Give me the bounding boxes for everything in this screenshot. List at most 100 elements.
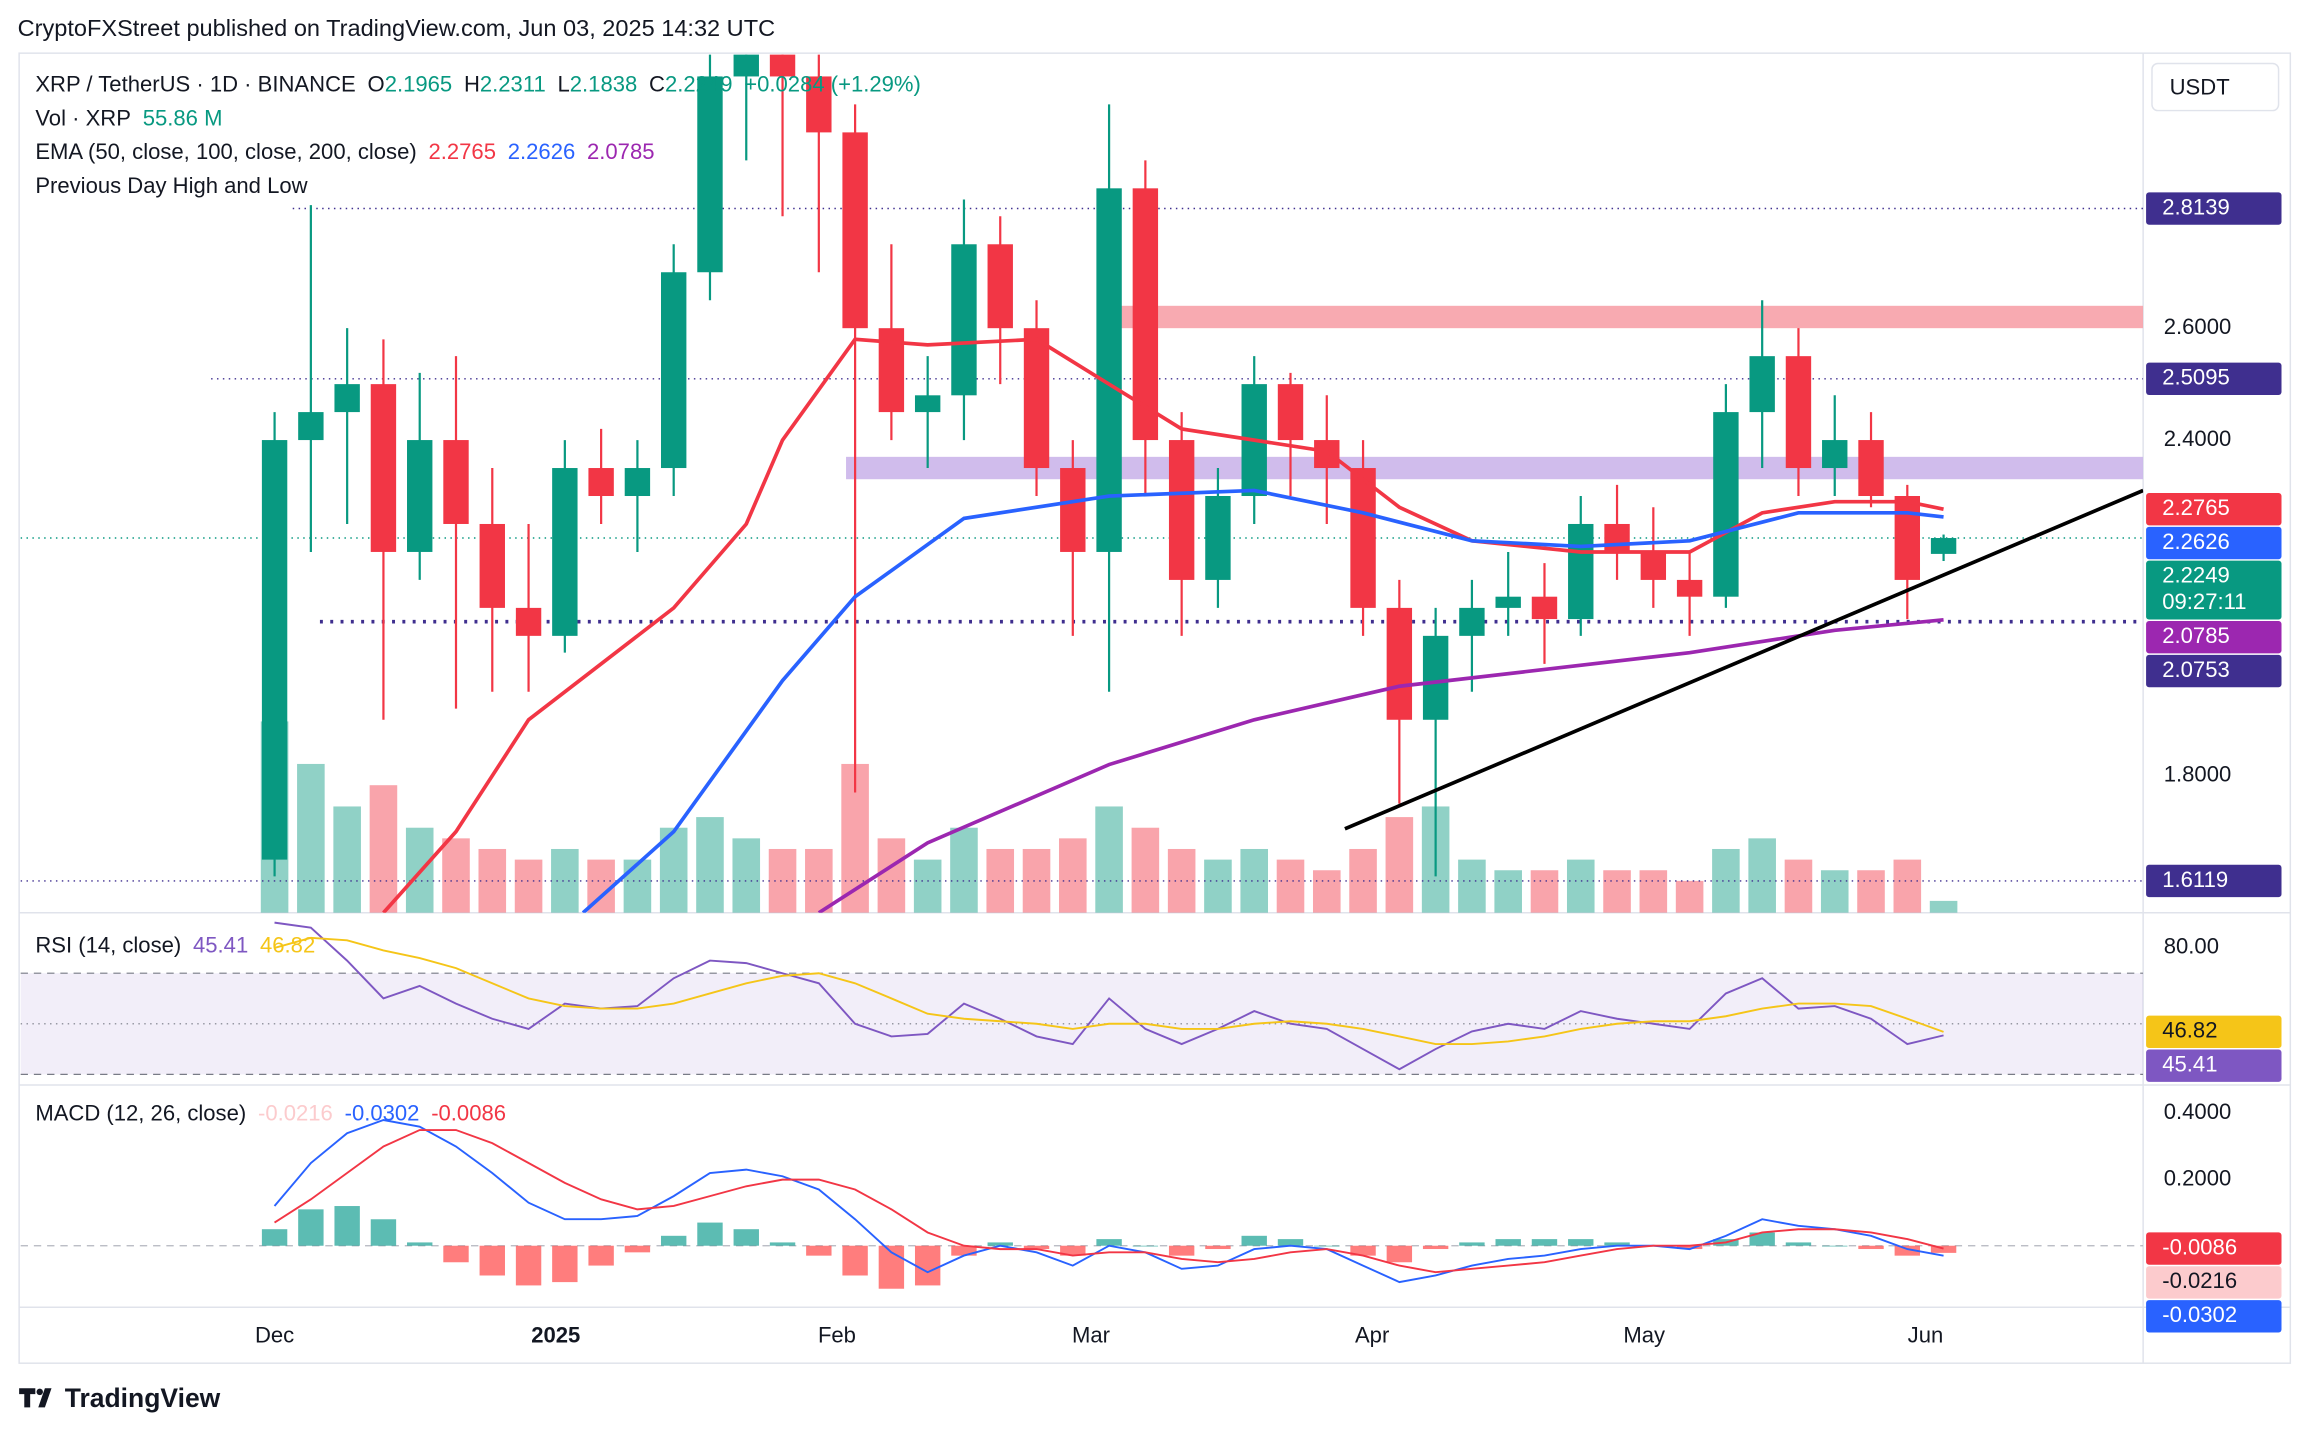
price-label: -0.0086 xyxy=(2162,1234,2237,1259)
price-label: -0.0302 xyxy=(2162,1302,2237,1327)
volume-bar xyxy=(1059,838,1087,913)
price-label-box xyxy=(2146,1266,2282,1299)
volume-bar xyxy=(623,859,652,913)
macd-histogram-bar xyxy=(1060,1245,1086,1256)
legend-row: EMA (50, close, 100, close, 200, close) 2… xyxy=(35,139,654,164)
candle-body xyxy=(1132,188,1159,441)
candle-body xyxy=(660,272,687,469)
volume-bar xyxy=(913,859,942,913)
macd-histogram-bar xyxy=(370,1219,397,1246)
volume-bar xyxy=(950,827,978,913)
rsi-title: RSI (14, close) xyxy=(35,932,181,957)
candle-body xyxy=(1640,551,1667,580)
volume-bar xyxy=(1131,827,1160,913)
price-label-box xyxy=(2146,1300,2282,1333)
candle-body xyxy=(1060,468,1086,552)
price-label: 2.8139 xyxy=(2162,194,2229,219)
macd-histogram-bar xyxy=(1168,1245,1195,1256)
volume-bar xyxy=(1748,838,1776,913)
brand: TradingView xyxy=(65,1383,221,1413)
ema-line xyxy=(581,488,1944,913)
y-tick-label: 2.4000 xyxy=(2164,426,2231,451)
volume-bar xyxy=(1494,870,1522,913)
price-label: 46.82 xyxy=(2162,1018,2217,1043)
volume-bar xyxy=(369,785,398,913)
x-tick-label: Apr xyxy=(1355,1323,1389,1348)
price-label-box xyxy=(2146,654,2282,688)
y-tick-label: 80.00 xyxy=(2164,934,2219,959)
legend-row: XRP / TetherUS · 1D · BINANCE O2.1965 H2.2… xyxy=(35,71,921,96)
ema-value: 2.2765 xyxy=(428,139,495,164)
macd-value: -0.0302 xyxy=(345,1100,420,1125)
macd-histogram-bar xyxy=(552,1245,578,1283)
macd-histogram-bar xyxy=(1277,1239,1304,1246)
volume-bar xyxy=(1204,859,1232,913)
candle-body xyxy=(1277,384,1304,441)
candle-body xyxy=(806,76,832,133)
macd-histogram-bar xyxy=(697,1222,723,1246)
macd-histogram-bar xyxy=(515,1245,542,1286)
macd-histogram-bar xyxy=(588,1245,614,1266)
candle-body xyxy=(1096,188,1122,552)
candle-body xyxy=(697,76,723,273)
volume-bar xyxy=(1095,806,1123,913)
price-label: 45.41 xyxy=(2162,1052,2217,1077)
macd-histogram-bar xyxy=(987,1242,1013,1246)
frame xyxy=(18,52,2292,1364)
x-tick-label: Dec xyxy=(255,1323,294,1348)
rsi-value: 45.41 xyxy=(193,932,248,957)
price-label: 2.0785 xyxy=(2162,623,2229,648)
candle-body xyxy=(443,440,469,524)
x-tick-label: May xyxy=(1623,1323,1665,1348)
candle-body xyxy=(1459,607,1485,636)
price-pane xyxy=(20,54,2144,913)
candle-body xyxy=(1713,412,1739,597)
macd-value: -0.0216 xyxy=(258,1100,333,1125)
currency-box xyxy=(2151,62,2280,112)
price-label-box xyxy=(2146,362,2282,395)
candle-body xyxy=(1930,538,1957,554)
candle-body xyxy=(1386,607,1413,720)
ohlc-label: H xyxy=(464,71,480,96)
price-label: 1.6119 xyxy=(2162,867,2228,892)
price-label-box xyxy=(2146,1049,2282,1082)
ohlc-value: 2.1965 xyxy=(385,71,452,96)
macd-histogram-bar xyxy=(1930,1245,1957,1253)
ohlc-value: 2.1838 xyxy=(570,71,637,96)
candle-body xyxy=(1749,356,1775,413)
candle-body xyxy=(1858,440,1884,497)
candle-body xyxy=(515,607,542,636)
currency: USDT xyxy=(2170,74,2230,99)
macd-histogram-bar xyxy=(1531,1239,1558,1246)
candle-body xyxy=(1205,496,1231,580)
change: +0.0284 (+1.29%) xyxy=(744,71,921,96)
candle-body xyxy=(588,468,614,497)
volume-bar xyxy=(877,838,906,913)
ema-value: 2.2626 xyxy=(508,139,575,164)
volume-bar xyxy=(986,848,1015,913)
zone xyxy=(1118,305,2144,329)
y-tick-label: 2.6000 xyxy=(2164,314,2231,339)
candle-body xyxy=(951,244,977,396)
x-tick-label: Feb xyxy=(818,1323,856,1348)
macd-histogram-bar xyxy=(1858,1245,1884,1250)
macd-value: -0.0086 xyxy=(431,1100,506,1125)
volume-title: Vol · XRP xyxy=(35,105,131,130)
volume-bar xyxy=(1784,859,1813,913)
macd-histogram-bar xyxy=(733,1229,759,1246)
candle-body xyxy=(1495,596,1521,608)
x-tick-label: Mar xyxy=(1072,1323,1110,1348)
macd-histogram-bar xyxy=(1314,1245,1340,1247)
macd-histogram-bar xyxy=(1568,1239,1594,1246)
price-label-box xyxy=(2146,492,2282,526)
publisher: CryptoFXStreet published on TradingView.… xyxy=(18,15,775,41)
candle-body xyxy=(1422,635,1449,720)
candle-body xyxy=(1350,468,1376,608)
macd-histogram-bar xyxy=(1023,1245,1050,1250)
indicator-title: Previous Day High and Low xyxy=(35,173,307,198)
y-tick-label: 0.2000 xyxy=(2164,1165,2231,1190)
macd-histogram-bar xyxy=(1822,1245,1848,1247)
macd-histogram-bar xyxy=(1676,1245,1703,1250)
candle-body xyxy=(842,132,868,329)
